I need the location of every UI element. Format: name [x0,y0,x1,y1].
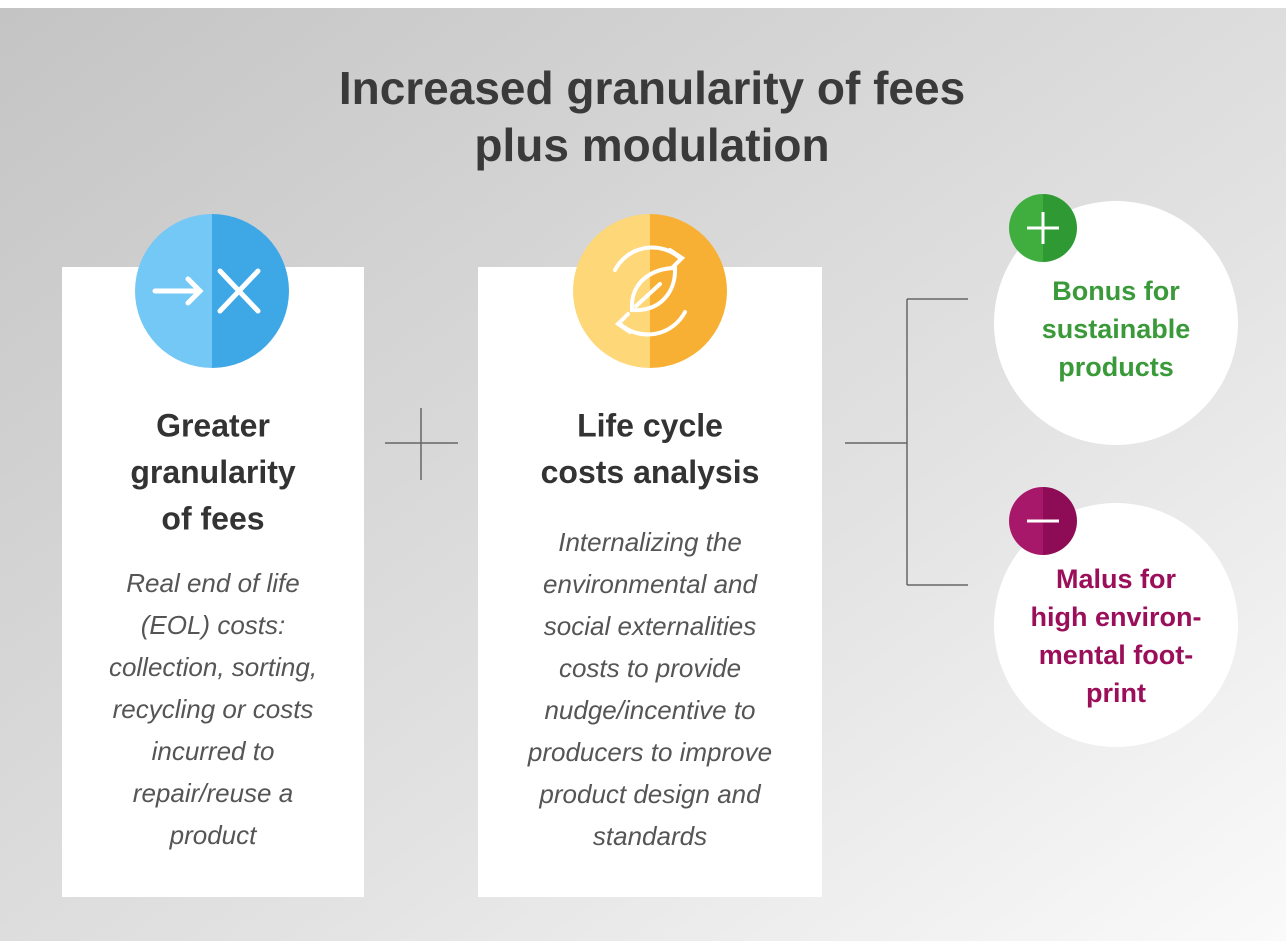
card-description: Internalizing the [558,527,742,557]
card-description: standards [593,821,707,851]
card-heading: Life cycle [577,407,723,443]
card-description: costs to provide [559,653,741,683]
outcome-label: high environ- [1031,602,1202,632]
leaf-cycle-icon [613,245,687,337]
card-description: (EOL) costs: [141,610,285,640]
card-description: incurred to [152,736,275,766]
outcome-label: print [1086,678,1146,708]
card-description: recycling or costs [113,694,314,724]
plus-sign [385,408,458,480]
arrow-x-icon [152,268,261,314]
outcome-label: mental foot- [1039,640,1194,670]
card [478,267,822,897]
title-line: Increased granularity of fees [339,62,965,114]
card-description: product [169,820,258,850]
outcome-label: Malus for [1056,564,1177,594]
card-heading: granularity [130,454,296,490]
card-description: product design and [538,779,762,809]
outcome-label: sustainable [1042,314,1191,344]
outcome-circle [994,503,1238,747]
title-line: plus modulation [474,119,829,171]
outcome-circle [994,201,1238,445]
card-description: social externalities [544,611,756,641]
outcome-label: Bonus for [1052,276,1180,306]
card-description: Real end of life [126,568,299,598]
card-heading: of fees [161,500,264,536]
card-description: nudge/incentive to [544,695,755,725]
card [62,267,364,897]
connector [845,298,968,586]
card-heading: Greater [156,407,270,443]
card-description: repair/reuse a [133,778,293,808]
outcome-label: products [1058,352,1174,382]
card-heading: costs analysis [541,454,760,490]
card-description: environmental and [543,569,758,599]
card-description: collection, sorting, [109,652,317,682]
plus-symbol [1027,212,1059,244]
card-description: producers to improve [527,737,772,767]
